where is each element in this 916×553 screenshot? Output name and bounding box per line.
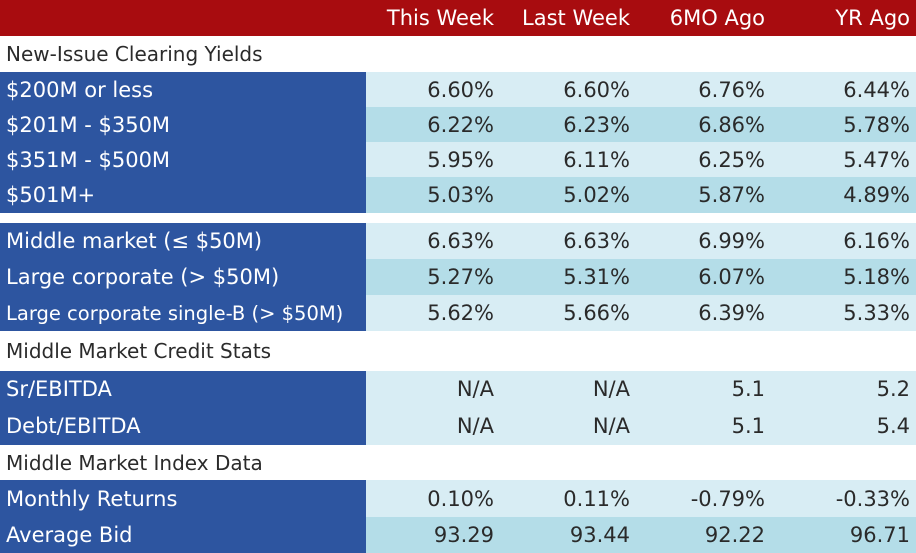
row-label: Debt/EBITDA	[0, 407, 366, 445]
header-corner	[0, 0, 366, 36]
row-label: $200M or less	[0, 72, 366, 107]
header-this-week: This Week	[386, 6, 494, 30]
value-yr-ago: 5.33%	[773, 295, 916, 331]
value-this-week: 5.03%	[366, 177, 502, 213]
table-row: Debt/EBITDA N/A N/A 5.1 5.4	[0, 407, 916, 445]
value-6mo-ago: 6.25%	[637, 142, 773, 177]
header-yr-ago: YR Ago	[835, 6, 910, 30]
section-clearing-yields: New-Issue Clearing Yields	[0, 36, 916, 72]
value-this-week: 5.27%	[366, 259, 502, 295]
value-last-week: N/A	[502, 371, 637, 407]
value-yr-ago: 4.89%	[773, 177, 916, 213]
value-6mo-ago: 6.99%	[637, 223, 773, 259]
value-yr-ago: 6.16%	[773, 223, 916, 259]
value-this-week: 93.29	[366, 517, 502, 553]
value-yr-ago: 6.44%	[773, 72, 916, 107]
value-last-week: 6.63%	[502, 223, 637, 259]
header-last-week: Last Week	[522, 6, 630, 30]
value-last-week: N/A	[502, 407, 637, 445]
value-this-week: 6.22%	[366, 107, 502, 142]
value-6mo-ago: 6.07%	[637, 259, 773, 295]
value-last-week: 5.02%	[502, 177, 637, 213]
value-this-week: N/A	[366, 407, 502, 445]
section-title: Middle Market Index Data	[0, 445, 916, 480]
table-row: Middle market (≤ $50M) 6.63% 6.63% 6.99%…	[0, 223, 916, 259]
section-index-data: Middle Market Index Data	[0, 445, 916, 480]
value-this-week: 6.60%	[366, 72, 502, 107]
value-last-week: 6.60%	[502, 72, 637, 107]
table-row: Large corporate (> $50M) 5.27% 5.31% 6.0…	[0, 259, 916, 295]
value-this-week: 5.62%	[366, 295, 502, 331]
value-last-week: 5.66%	[502, 295, 637, 331]
value-last-week: 6.11%	[502, 142, 637, 177]
value-this-week: 5.95%	[366, 142, 502, 177]
value-6mo-ago: 5.1	[637, 407, 773, 445]
value-this-week: N/A	[366, 371, 502, 407]
divider	[0, 213, 916, 223]
table-row: $200M or less 6.60% 6.60% 6.76% 6.44%	[0, 72, 916, 107]
value-yr-ago: 5.18%	[773, 259, 916, 295]
value-last-week: 93.44	[502, 517, 637, 553]
row-label: $501M+	[0, 177, 366, 213]
value-yr-ago: 5.4	[773, 407, 916, 445]
value-yr-ago: 5.47%	[773, 142, 916, 177]
table-row: $351M - $500M 5.95% 6.11% 6.25% 5.47%	[0, 142, 916, 177]
value-last-week: 5.31%	[502, 259, 637, 295]
header-row: This Week Last Week 6MO Ago YR Ago	[0, 0, 916, 36]
value-yr-ago: 5.2	[773, 371, 916, 407]
row-label: Large corporate (> $50M)	[0, 259, 366, 295]
value-this-week: 0.10%	[366, 480, 502, 517]
value-6mo-ago: 5.87%	[637, 177, 773, 213]
table-row: Monthly Returns 0.10% 0.11% -0.79% -0.33…	[0, 480, 916, 517]
section-title: Middle Market Credit Stats	[0, 331, 916, 371]
row-label: Monthly Returns	[0, 480, 366, 517]
value-last-week: 0.11%	[502, 480, 637, 517]
row-label: Sr/EBITDA	[0, 371, 366, 407]
row-label: Middle market (≤ $50M)	[0, 223, 366, 259]
row-label: $201M - $350M	[0, 107, 366, 142]
value-last-week: 6.23%	[502, 107, 637, 142]
value-yr-ago: 96.71	[773, 517, 916, 553]
table-row: Large corporate single-B (> $50M) 5.62% …	[0, 295, 916, 331]
section-credit-stats: Middle Market Credit Stats	[0, 331, 916, 371]
value-6mo-ago: -0.79%	[637, 480, 773, 517]
value-yr-ago: -0.33%	[773, 480, 916, 517]
value-6mo-ago: 92.22	[637, 517, 773, 553]
value-6mo-ago: 6.39%	[637, 295, 773, 331]
table-row: Average Bid 93.29 93.44 92.22 96.71	[0, 517, 916, 553]
row-label: Large corporate single-B (> $50M)	[0, 295, 366, 331]
row-label: Average Bid	[0, 517, 366, 553]
table-row: $501M+ 5.03% 5.02% 5.87% 4.89%	[0, 177, 916, 213]
value-6mo-ago: 6.86%	[637, 107, 773, 142]
table-row: $201M - $350M 6.22% 6.23% 6.86% 5.78%	[0, 107, 916, 142]
value-this-week: 6.63%	[366, 223, 502, 259]
value-6mo-ago: 6.76%	[637, 72, 773, 107]
section-title: New-Issue Clearing Yields	[0, 36, 916, 72]
header-6mo-ago: 6MO Ago	[669, 6, 765, 30]
table-row: Sr/EBITDA N/A N/A 5.1 5.2	[0, 371, 916, 407]
value-yr-ago: 5.78%	[773, 107, 916, 142]
row-label: $351M - $500M	[0, 142, 366, 177]
value-6mo-ago: 5.1	[637, 371, 773, 407]
